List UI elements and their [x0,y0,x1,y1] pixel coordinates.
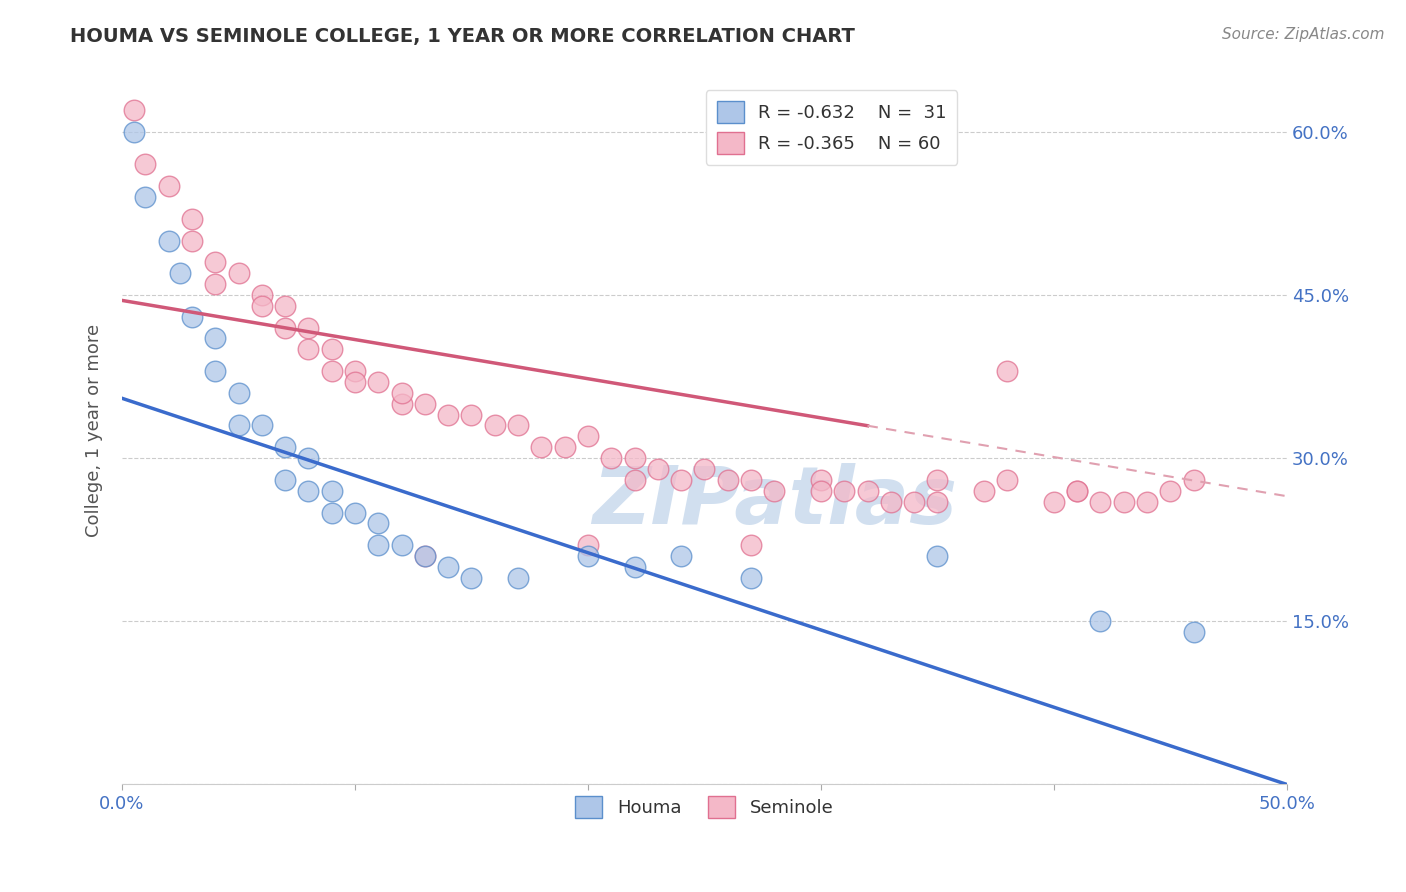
Point [717,473,740,487]
Point [228,418,250,433]
Point [413,549,436,563]
Point [669,473,692,487]
Point [554,440,576,454]
Point [169,266,191,280]
Point [1090,614,1112,628]
Point [391,538,413,552]
Point [181,310,204,324]
Point [1159,483,1181,498]
Point [460,408,482,422]
Point [297,320,319,334]
Point [391,385,413,400]
Point [1182,473,1205,487]
Point [437,560,460,574]
Text: HOUMA VS SEMINOLE COLLEGE, 1 YEAR OR MORE CORRELATION CHART: HOUMA VS SEMINOLE COLLEGE, 1 YEAR OR MOR… [70,27,855,45]
Point [832,483,855,498]
Point [995,364,1018,378]
Point [576,549,599,563]
Point [343,375,366,389]
Point [228,266,250,280]
Point [1066,483,1088,498]
Point [321,343,343,357]
Text: Source: ZipAtlas.com: Source: ZipAtlas.com [1222,27,1385,42]
Point [367,538,389,552]
Point [122,125,145,139]
Point [157,179,180,194]
Point [413,549,436,563]
Text: ZIPatlas: ZIPatlas [592,463,957,541]
Point [413,397,436,411]
Point [740,571,762,585]
Point [669,549,692,563]
Point [740,538,762,552]
Point [274,440,297,454]
Point [157,234,180,248]
Legend: Houma, Seminole: Houma, Seminole [568,789,841,825]
Point [927,494,949,508]
Point [506,571,529,585]
Point [1066,483,1088,498]
Point [274,473,297,487]
Point [321,483,343,498]
Point [250,288,273,302]
Point [391,397,413,411]
Point [693,462,716,476]
Point [856,483,879,498]
Point [740,473,762,487]
Point [367,375,389,389]
Point [297,343,319,357]
Point [321,506,343,520]
Point [460,571,482,585]
Point [763,483,786,498]
Point [1090,494,1112,508]
Point [134,157,156,171]
Point [647,462,669,476]
Point [880,494,903,508]
Point [506,418,529,433]
Point [343,364,366,378]
Point [204,255,226,269]
Point [810,473,832,487]
Point [810,483,832,498]
Point [204,277,226,291]
Point [903,494,925,508]
Point [576,429,599,443]
Point [367,516,389,531]
Point [250,299,273,313]
Point [576,538,599,552]
Point [927,549,949,563]
Point [228,385,250,400]
Point [181,211,204,226]
Point [321,364,343,378]
Point [973,483,995,498]
Point [995,473,1018,487]
Point [297,483,319,498]
Point [134,190,156,204]
Point [122,103,145,117]
Point [297,451,319,466]
Point [1136,494,1159,508]
Y-axis label: College, 1 year or more: College, 1 year or more [86,325,103,538]
Point [623,473,645,487]
Point [437,408,460,422]
Point [1043,494,1066,508]
Point [250,418,273,433]
Point [274,320,297,334]
Point [600,451,623,466]
Point [204,331,226,345]
Point [484,418,506,433]
Point [927,473,949,487]
Point [530,440,553,454]
Point [1112,494,1135,508]
Point [623,560,645,574]
Point [204,364,226,378]
Point [343,506,366,520]
Point [623,451,645,466]
Point [274,299,297,313]
Point [181,234,204,248]
Point [1182,625,1205,640]
